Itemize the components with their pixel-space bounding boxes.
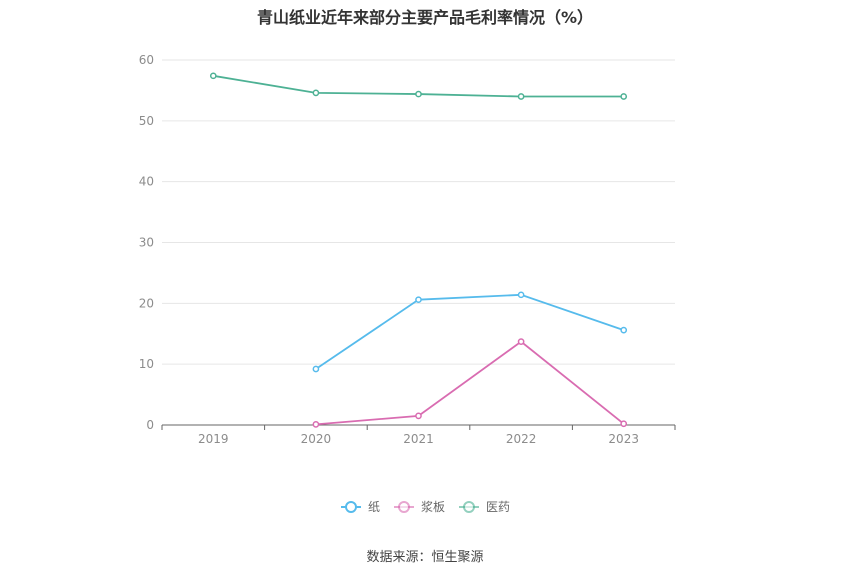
data-point[interactable] <box>209 72 217 80</box>
data-point[interactable] <box>312 365 320 373</box>
y-tick-label: 20 <box>139 296 154 310</box>
x-tick-label: 2020 <box>301 432 332 446</box>
x-axis: 2019 2020 2021 2022 2023 <box>161 424 676 446</box>
series-line <box>315 293 624 370</box>
series-group <box>209 72 628 428</box>
x-tick-label: 2022 <box>506 432 537 446</box>
data-point[interactable] <box>517 291 525 299</box>
series-1 <box>312 338 628 428</box>
y-tick-label: 40 <box>139 175 154 189</box>
x-tick-label: 2021 <box>403 432 434 446</box>
legend-item[interactable]: 纸 <box>341 500 380 514</box>
data-point[interactable] <box>620 93 628 100</box>
legend-label: 医药 <box>486 500 510 514</box>
series-0 <box>312 291 628 373</box>
data-point[interactable] <box>517 93 525 100</box>
legend-marker-icon <box>463 501 475 513</box>
data-point[interactable] <box>620 326 628 334</box>
y-tick-label: 10 <box>139 357 154 371</box>
y-tick-label: 60 <box>139 53 154 67</box>
y-tick-label: 0 <box>146 418 154 432</box>
x-tick-label: 2023 <box>608 432 639 446</box>
data-point[interactable] <box>620 420 628 428</box>
grid-lines <box>162 59 675 365</box>
data-point[interactable] <box>312 421 320 428</box>
legend-label: 纸 <box>368 500 380 514</box>
legend-item[interactable]: 浆板 <box>394 499 445 514</box>
legend-marker-icon <box>345 501 357 513</box>
y-tick-label: 50 <box>139 114 154 128</box>
chart-title: 青山纸业近年来部分主要产品毛利率情况（%） <box>256 8 594 27</box>
series-line <box>315 340 625 426</box>
data-point[interactable] <box>312 89 320 97</box>
data-point[interactable] <box>415 412 422 420</box>
data-point[interactable] <box>415 296 422 304</box>
y-axis: 0 10 20 30 40 50 60 <box>139 53 154 432</box>
y-tick-label: 30 <box>139 236 154 250</box>
data-source: 数据来源：恒生聚源 <box>366 550 484 565</box>
x-tick-label: 2019 <box>198 432 229 446</box>
data-point[interactable] <box>517 338 525 346</box>
data-point[interactable] <box>415 90 422 98</box>
legend-marker-icon <box>398 501 410 513</box>
legend-item[interactable]: 医药 <box>459 500 510 514</box>
legend-label: 浆板 <box>421 499 445 514</box>
legend[interactable]: 纸 浆板 医药 <box>341 499 510 514</box>
series-2 <box>209 72 628 100</box>
